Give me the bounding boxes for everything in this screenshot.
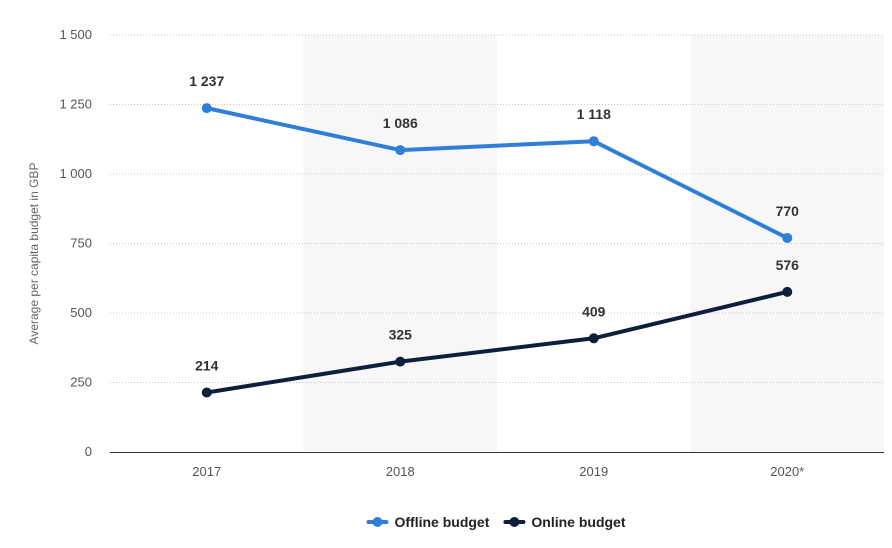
offline-budget-line <box>204 106 790 240</box>
y-tick-label: 250 <box>70 375 92 390</box>
legend-item-offline-budget[interactable]: Offline budget <box>366 514 490 530</box>
offline-budget-point[interactable] <box>395 145 406 156</box>
legend-point-marker <box>372 517 383 527</box>
x-tick-label: 2019 <box>579 464 608 479</box>
online-budget-line <box>204 289 790 395</box>
legend-label: Offline budget <box>395 514 490 530</box>
y-axis-ticks: 0 250 500 750 1 000 1 250 1 500 <box>59 27 92 459</box>
legend-point-marker <box>509 517 520 527</box>
online-budget-data-label: 409 <box>582 303 606 319</box>
online-budget-data-label: 325 <box>389 327 413 343</box>
x-tick-label: 2017 <box>192 464 221 479</box>
offline-budget-data-label: 1 118 <box>577 106 611 122</box>
gridlines <box>110 34 884 383</box>
offline-budget-point[interactable] <box>588 136 599 147</box>
x-tick-label: 2018 <box>386 464 415 479</box>
online-budget-data-label: 576 <box>776 257 800 273</box>
legend: Offline budget Online budget <box>366 514 626 530</box>
data-labels: 1 237 1 086 1 118 770 214 325 409 576 <box>189 73 799 373</box>
y-tick-label: 1 000 <box>59 166 92 181</box>
series-lines <box>204 106 790 395</box>
offline-budget-point[interactable] <box>782 232 793 243</box>
y-tick-label: 0 <box>85 444 92 459</box>
y-tick-label: 750 <box>70 236 92 251</box>
series-points <box>201 103 793 398</box>
offline-budget-data-label: 770 <box>776 203 800 219</box>
x-axis-ticks: 2017 2018 2019 2020* <box>192 464 804 479</box>
online-budget-point[interactable] <box>201 387 212 398</box>
y-tick-label: 1 500 <box>59 27 92 42</box>
online-budget-point[interactable] <box>782 286 793 297</box>
online-budget-point[interactable] <box>588 333 599 344</box>
legend-label: Online budget <box>531 514 625 530</box>
y-axis-title: Average per capita budget in GBP <box>27 163 41 345</box>
y-tick-label: 500 <box>70 305 92 320</box>
legend-item-online-budget[interactable]: Online budget <box>503 514 626 530</box>
offline-budget-point[interactable] <box>201 103 212 114</box>
x-tick-label: 2020* <box>770 464 804 479</box>
offline-budget-data-label: 1 086 <box>383 115 418 131</box>
y-tick-label: 1 250 <box>59 97 92 112</box>
online-budget-point[interactable] <box>395 356 406 367</box>
online-budget-data-label: 214 <box>195 358 219 374</box>
offline-budget-data-label: 1 237 <box>189 73 224 89</box>
